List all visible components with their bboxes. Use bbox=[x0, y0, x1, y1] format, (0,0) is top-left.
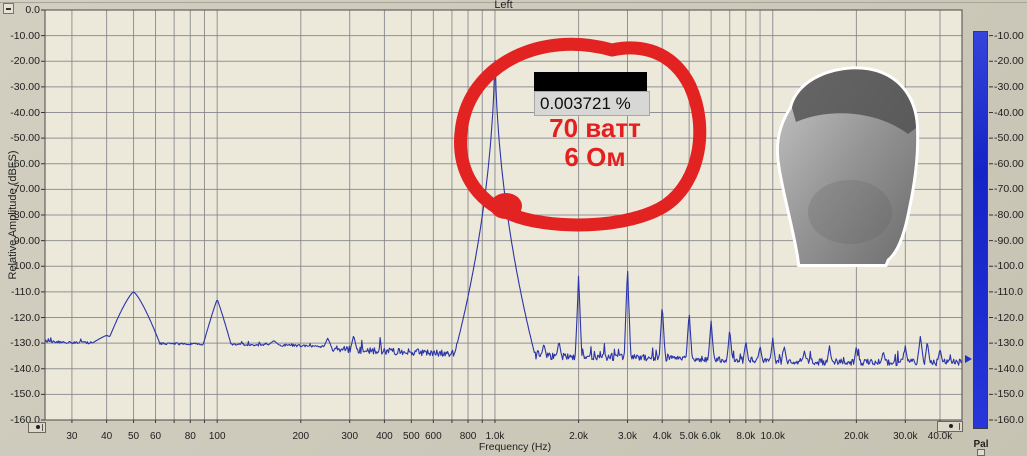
palette-button[interactable] bbox=[977, 449, 985, 456]
photo-cap-shade bbox=[792, 69, 916, 134]
load-annotation: 6 Ом bbox=[564, 142, 626, 172]
h-scroll-knob-icon bbox=[948, 424, 953, 428]
plot-corner-button-glyph bbox=[6, 8, 11, 10]
x-axis-label: Frequency (Hz) bbox=[478, 441, 552, 453]
palette-bar[interactable] bbox=[973, 31, 988, 429]
h-scroll-tick-icon bbox=[42, 424, 43, 431]
h-scroll-widget-left[interactable] bbox=[28, 422, 46, 433]
palette-marker-icon[interactable] bbox=[965, 354, 972, 363]
plot-border bbox=[44, 9, 963, 421]
photo-face-shade bbox=[808, 180, 892, 244]
readout-black-bar bbox=[534, 72, 647, 91]
palette-label: Pal bbox=[973, 439, 989, 450]
h-scroll-widget-right[interactable] bbox=[937, 421, 963, 432]
plot-corner-button[interactable] bbox=[3, 3, 14, 14]
h-scroll-knob-icon bbox=[36, 425, 41, 429]
window-top-border bbox=[0, 2, 1027, 3]
power-annotation: 70 ватт bbox=[549, 113, 641, 143]
h-scroll-tick-icon bbox=[959, 423, 960, 430]
chart-title: Left bbox=[494, 0, 513, 11]
photo-cutout bbox=[776, 66, 920, 267]
